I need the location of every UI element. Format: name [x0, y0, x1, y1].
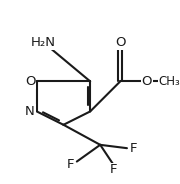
Text: F: F	[130, 142, 137, 155]
Text: H₂N: H₂N	[31, 36, 56, 49]
Text: F: F	[110, 163, 117, 176]
Text: O: O	[25, 75, 35, 88]
Text: F: F	[66, 158, 74, 171]
Text: O: O	[115, 36, 125, 49]
Text: O: O	[142, 75, 152, 88]
Text: N: N	[25, 105, 35, 118]
Text: CH₃: CH₃	[159, 75, 180, 88]
